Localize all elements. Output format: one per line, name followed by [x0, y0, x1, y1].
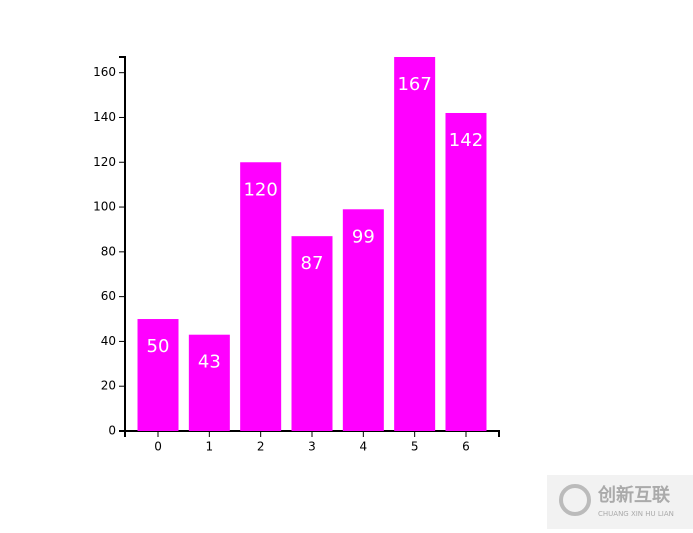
x-tick-label: 4	[360, 440, 368, 454]
y-tick-label: 60	[101, 289, 116, 303]
y-tick-label: 120	[93, 155, 116, 169]
watermark-title: 创新互联	[597, 484, 670, 506]
bar	[291, 236, 333, 431]
x-tick-label: 3	[308, 440, 316, 454]
value-label: 142	[449, 130, 483, 151]
bar	[394, 57, 436, 431]
y-tick-label: 160	[93, 65, 116, 79]
x-tick-label: 2	[257, 440, 265, 454]
y-tick-label: 140	[93, 110, 116, 124]
bar	[137, 319, 179, 431]
value-label: 167	[397, 74, 431, 95]
bar	[188, 334, 230, 431]
x-tick-label: 5	[411, 440, 419, 454]
value-label: 50	[147, 336, 170, 357]
watermark-logo	[559, 484, 591, 516]
y-tick-label: 0	[108, 424, 116, 438]
y-tick-label: 80	[101, 244, 116, 258]
watermark-bg	[547, 475, 693, 529]
bar	[240, 162, 282, 431]
value-label: 87	[301, 253, 324, 274]
y-tick-label: 40	[101, 334, 116, 348]
x-tick-label: 6	[462, 440, 470, 454]
bar	[445, 112, 487, 431]
y-tick-label: 20	[101, 379, 116, 393]
x-tick-label: 0	[154, 440, 162, 454]
value-label: 99	[352, 226, 375, 247]
watermark-subtitle: CHUANG XIN HU LIAN	[598, 510, 674, 518]
value-label: 120	[243, 179, 277, 200]
y-axis	[119, 56, 126, 432]
bar	[342, 209, 384, 431]
y-tick-label: 100	[93, 200, 116, 214]
x-tick-label: 1	[206, 440, 214, 454]
value-label: 43	[198, 352, 221, 373]
